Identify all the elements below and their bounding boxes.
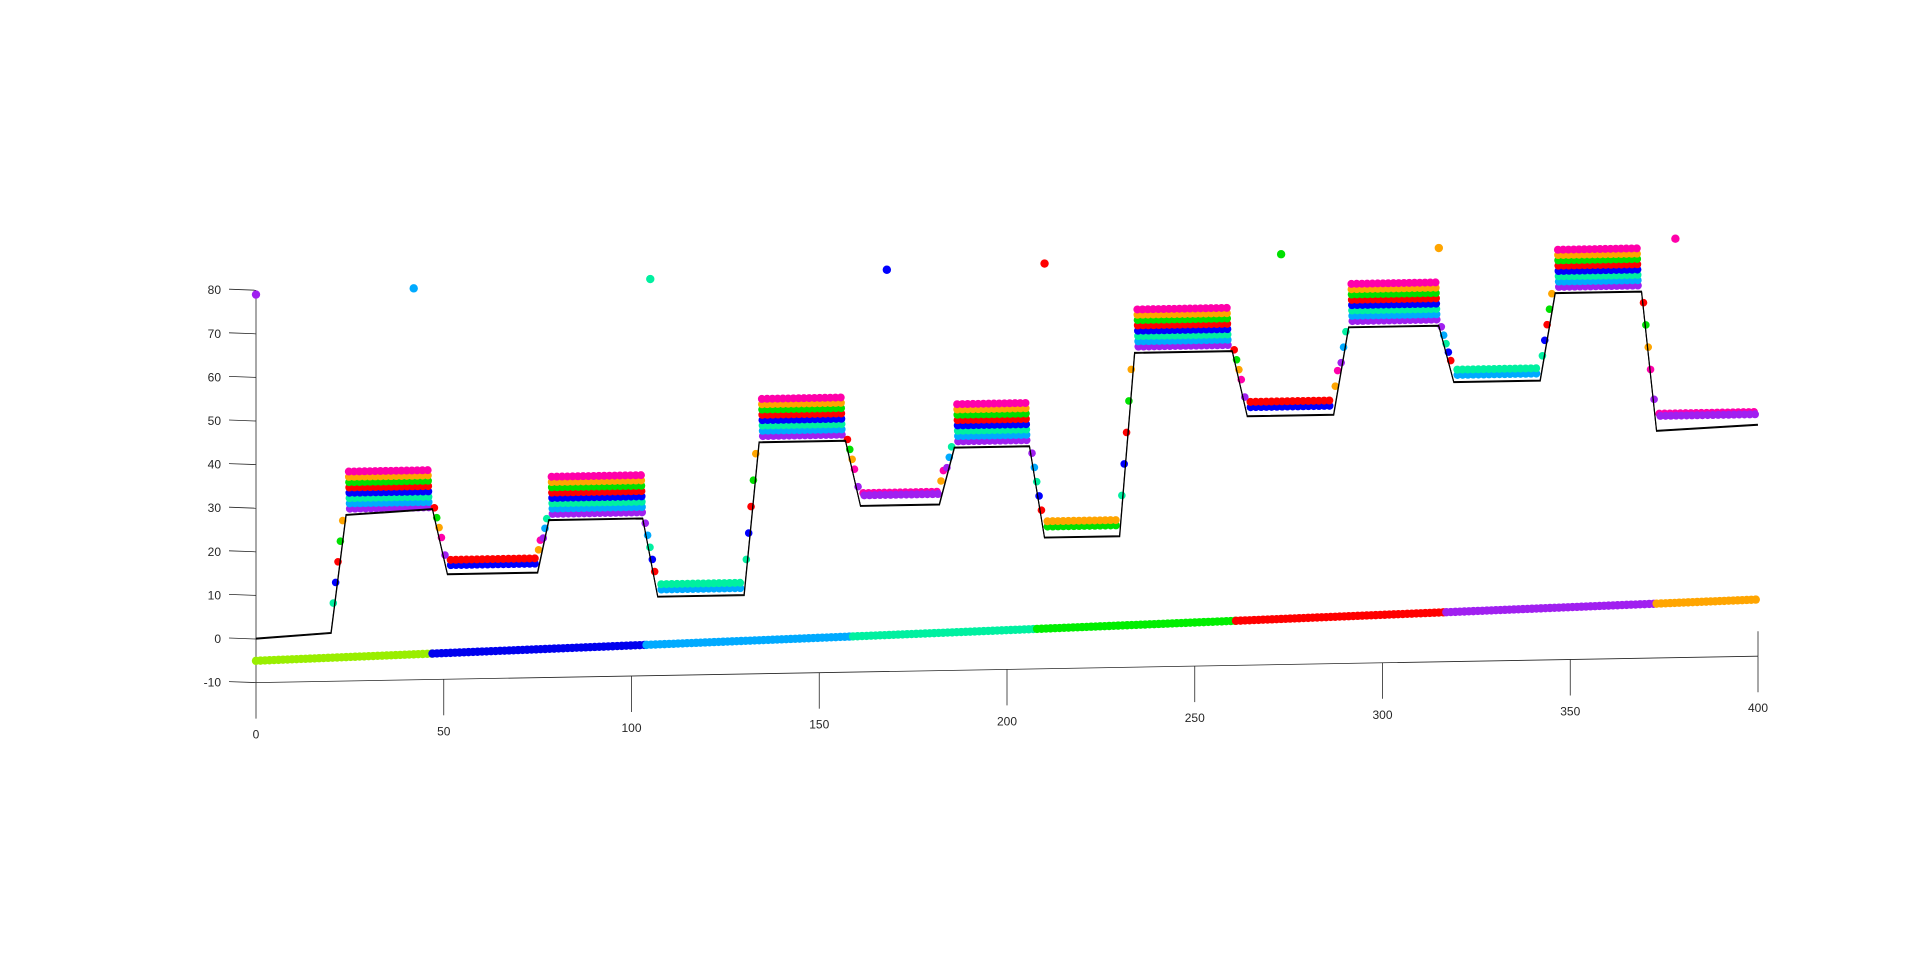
x-tick-label: 0 [253, 728, 260, 742]
scatter-point [1545, 305, 1554, 314]
scatter-point [843, 435, 852, 444]
x-tick-label: 200 [997, 714, 1017, 728]
scatter-point [530, 554, 539, 563]
scatter-point [1118, 491, 1126, 500]
start-marker [409, 284, 418, 293]
scatter-point [933, 490, 942, 499]
scatter-point [1650, 395, 1658, 404]
start-marker [1434, 243, 1444, 253]
y-tick-mark [228, 419, 257, 422]
scatter-point [1532, 364, 1541, 373]
time-bar-point [1751, 595, 1760, 604]
x-tick-label: 300 [1372, 708, 1392, 722]
scatter-point [736, 578, 745, 587]
y-tick-label: 10 [208, 588, 222, 602]
y-tick-label: 30 [208, 501, 222, 515]
scatter-point [534, 546, 543, 554]
scatter-point [1325, 396, 1334, 405]
y-tick-label: 0 [214, 632, 221, 646]
y-tick-mark [228, 681, 257, 683]
scatter-point [1037, 506, 1046, 515]
start-markers [251, 234, 1680, 299]
start-marker [251, 290, 261, 299]
scatter-point [742, 555, 751, 564]
scatter-point [1030, 463, 1039, 472]
scatter-point [1032, 477, 1041, 486]
y-axis-ticks: -10 0 10 20 30 40 50 60 70 80 [204, 283, 257, 690]
start-marker [646, 274, 655, 284]
x-tick-label: 100 [621, 721, 641, 735]
axes [255, 290, 1759, 683]
y-tick-mark [228, 637, 257, 640]
y-tick-label: 20 [208, 545, 222, 559]
y-tick-mark [228, 550, 257, 553]
scatter-point [1337, 358, 1345, 367]
profile-line [255, 291, 1759, 640]
scatter-point [1431, 278, 1440, 287]
x-tick-label: 250 [1185, 711, 1205, 725]
y-tick-mark [228, 506, 257, 509]
reference-profile [255, 290, 1759, 640]
scatter-point [836, 393, 845, 402]
scatter-point [1632, 244, 1641, 253]
x-tick-label: 50 [437, 724, 451, 738]
scatter-point [1111, 516, 1120, 525]
scatter-point [1644, 343, 1653, 352]
scatter-point [329, 599, 338, 607]
y-tick-label: 80 [208, 283, 222, 297]
start-marker [1671, 234, 1680, 243]
scatter-point [1642, 321, 1650, 329]
scatter-point [1331, 382, 1340, 390]
scatter-point [1750, 410, 1759, 419]
x-axis-ticks: 0 50 100 150 200 250 300 350 400 [253, 656, 1768, 742]
x-tick-label: 350 [1560, 705, 1580, 719]
scatter-series [329, 244, 1759, 607]
profile-line-back [255, 290, 1758, 639]
start-marker [882, 265, 892, 274]
scatter-point [1028, 449, 1036, 457]
scatter-point [636, 471, 645, 480]
x-tick-label: 400 [1748, 701, 1768, 715]
y-tick-mark [228, 463, 257, 465]
y-tick-label: -10 [204, 676, 222, 690]
y-tick-label: 60 [208, 370, 222, 384]
y-tick-label: 40 [208, 458, 222, 472]
scatter-point [1035, 492, 1043, 500]
y-tick-mark [228, 594, 257, 596]
scatter-point [744, 529, 753, 537]
scatter-point [1333, 366, 1342, 375]
scatter-point [1548, 289, 1556, 298]
y-tick-mark [228, 332, 257, 335]
y-tick-mark [228, 376, 257, 378]
scatter-point [1021, 398, 1030, 407]
scatter-point [1639, 298, 1648, 307]
y-tick-label: 70 [208, 327, 222, 341]
y-tick-mark [228, 288, 257, 291]
scatter-point [1646, 365, 1655, 374]
scatter-point [542, 514, 551, 523]
x-tick-label: 150 [809, 718, 829, 732]
time-bar-series [251, 595, 1760, 665]
start-marker [1040, 259, 1049, 268]
scatter-point [1230, 346, 1239, 354]
scatter-point [430, 503, 439, 512]
start-marker [1276, 250, 1286, 259]
scatter-point [1222, 303, 1231, 312]
scatter-point [1120, 460, 1129, 468]
scatter-point [937, 477, 945, 485]
scatter-point [423, 466, 432, 475]
scatter-point [1122, 428, 1131, 437]
y-tick-label: 50 [208, 414, 222, 428]
